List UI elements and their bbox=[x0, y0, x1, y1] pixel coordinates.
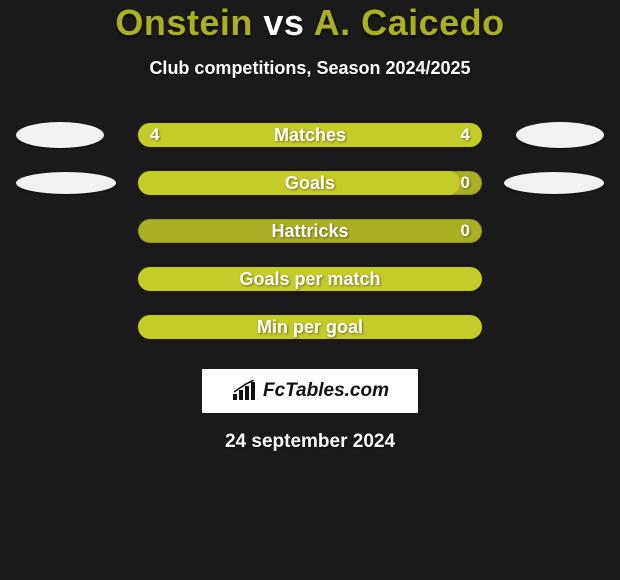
stat-row-min-per-goal: Min per goal bbox=[0, 315, 620, 339]
page-title: Onstein vs A. Caicedo bbox=[0, 0, 620, 44]
bar-track: Goals per match bbox=[138, 267, 482, 291]
stat-right-value: 0 bbox=[461, 219, 470, 243]
stat-right-value: 0 bbox=[461, 171, 470, 195]
bar-fill-left bbox=[138, 171, 460, 195]
stat-bars: 4 4 Matches 0 Goals 0 Hattricks Goals bbox=[0, 123, 620, 339]
player2-disc-icon bbox=[504, 172, 604, 194]
player2-disc-icon bbox=[516, 122, 604, 148]
bar-track: 0 Hattricks bbox=[138, 219, 482, 243]
date-label: 24 september 2024 bbox=[0, 431, 620, 453]
stat-row-goals: 0 Goals bbox=[0, 171, 620, 195]
stat-row-hattricks: 0 Hattricks bbox=[0, 219, 620, 243]
bar-track: 0 Goals bbox=[138, 171, 482, 195]
bar-fill-right bbox=[310, 123, 482, 147]
bar-fill-full bbox=[138, 267, 482, 291]
player1-name: Onstein bbox=[115, 2, 253, 43]
stat-row-goals-per-match: Goals per match bbox=[0, 267, 620, 291]
stat-right-value: 4 bbox=[461, 123, 470, 147]
player1-disc-icon bbox=[16, 172, 116, 194]
stat-left-value: 4 bbox=[150, 123, 159, 147]
brand-label: FcTables.com bbox=[263, 380, 389, 402]
bar-fill-left bbox=[138, 123, 310, 147]
brand-badge: FcTables.com bbox=[202, 369, 418, 413]
bar-fill-full bbox=[138, 315, 482, 339]
player1-disc-icon bbox=[16, 122, 104, 148]
bar-track: 4 4 Matches bbox=[138, 123, 482, 147]
chart-icon bbox=[231, 380, 257, 402]
bar-track: Min per goal bbox=[138, 315, 482, 339]
player2-name: A. Caicedo bbox=[314, 2, 505, 43]
stat-label: Hattricks bbox=[138, 219, 482, 243]
comparison-infographic: Onstein vs A. Caicedo Club competitions,… bbox=[0, 0, 620, 580]
vs-label: vs bbox=[263, 2, 304, 43]
stat-row-matches: 4 4 Matches bbox=[0, 123, 620, 147]
subtitle: Club competitions, Season 2024/2025 bbox=[0, 58, 620, 79]
